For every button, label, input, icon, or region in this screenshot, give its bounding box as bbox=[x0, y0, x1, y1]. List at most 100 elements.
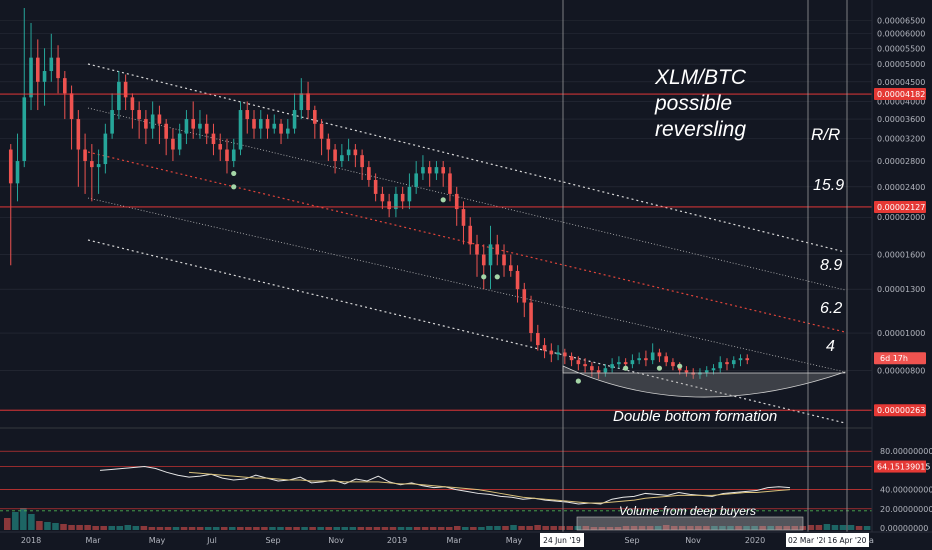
candle-body bbox=[542, 345, 547, 351]
volume-bar bbox=[309, 527, 316, 530]
volume-bar bbox=[365, 527, 373, 530]
price-tick-label: 0.00001300 bbox=[877, 285, 925, 294]
candle-body bbox=[610, 364, 614, 369]
candle-body bbox=[691, 372, 696, 375]
volume-bar bbox=[180, 527, 188, 530]
volume-bar bbox=[550, 526, 557, 530]
volume-bar bbox=[574, 526, 582, 530]
candle-body bbox=[630, 360, 635, 365]
volume-bar bbox=[454, 526, 461, 530]
candle-body bbox=[644, 358, 648, 361]
rsi-ma-line bbox=[188, 471, 791, 504]
candle-body bbox=[63, 78, 67, 94]
volume-bar bbox=[68, 525, 75, 530]
volume-bar bbox=[116, 526, 124, 530]
candle-body bbox=[367, 167, 371, 180]
candle-body bbox=[434, 167, 439, 174]
volume-bars bbox=[4, 508, 903, 531]
candle-body bbox=[387, 201, 391, 210]
volume-bar bbox=[261, 527, 268, 530]
candle-body bbox=[522, 289, 527, 303]
candle-body bbox=[623, 362, 628, 365]
title-line-2: possible bbox=[654, 92, 732, 115]
volume-bar bbox=[100, 526, 107, 530]
candle-body bbox=[69, 93, 74, 120]
candle-body bbox=[29, 57, 33, 98]
rsi-tag bbox=[874, 460, 926, 473]
candle-body bbox=[657, 352, 662, 357]
candle-body bbox=[137, 110, 141, 120]
volume-highlight bbox=[576, 516, 804, 531]
volume-bar bbox=[28, 514, 35, 530]
volume-bar bbox=[132, 526, 140, 530]
volume-bar bbox=[679, 526, 686, 530]
candle-body bbox=[225, 149, 229, 162]
volume-bar bbox=[269, 527, 276, 530]
volume-bar bbox=[703, 526, 710, 530]
volume-bar bbox=[341, 527, 349, 530]
candle-body bbox=[427, 167, 432, 174]
time-axis: 2018MarMayJulSepNov2019MarMaySepNov2020M… bbox=[0, 531, 932, 550]
candle-body bbox=[373, 179, 378, 194]
volume-bar bbox=[301, 527, 308, 530]
candle-body bbox=[90, 161, 94, 168]
volume-bar bbox=[590, 527, 598, 530]
volume-bar bbox=[277, 527, 284, 530]
candle-body bbox=[279, 123, 283, 134]
volume-bar bbox=[156, 527, 164, 530]
volume-bar bbox=[654, 526, 662, 530]
price-tag bbox=[874, 200, 926, 213]
volume-bar bbox=[687, 526, 694, 530]
volume-bar bbox=[815, 525, 823, 530]
volume-bar bbox=[381, 527, 389, 530]
volume-bar bbox=[148, 527, 156, 530]
volume-bar bbox=[502, 526, 509, 530]
volume-note: Volume from deep buyers bbox=[619, 504, 756, 518]
volume-bar bbox=[36, 521, 43, 530]
candle-body bbox=[454, 193, 459, 210]
signal-dot bbox=[494, 274, 500, 280]
volume-bar bbox=[462, 527, 469, 530]
price-tick-label: 0.00003600 bbox=[877, 115, 925, 124]
rr-value-3: 6.2 bbox=[820, 300, 842, 317]
candle-body bbox=[150, 114, 155, 129]
volume-bar bbox=[44, 522, 51, 530]
candle-body bbox=[117, 81, 121, 111]
overlay bbox=[0, 0, 872, 532]
volume-bar bbox=[646, 526, 654, 530]
volume-bar bbox=[662, 525, 670, 530]
candle-body bbox=[664, 356, 668, 363]
time-axis-bg bbox=[0, 532, 932, 550]
candle-body bbox=[76, 119, 81, 150]
price-tick-label: 0.00006000 bbox=[877, 30, 925, 39]
volume-bar bbox=[196, 527, 204, 530]
price-tag-label: 0.00002127 bbox=[877, 203, 925, 212]
signal-dot bbox=[481, 274, 487, 280]
candle-body bbox=[441, 167, 446, 174]
candle-body bbox=[583, 364, 587, 367]
volume-bar bbox=[108, 526, 115, 530]
rsi-tag-label: 64.15139015 bbox=[877, 463, 930, 472]
price-tick-label: 0.00001600 bbox=[877, 251, 925, 260]
volume-bar bbox=[839, 525, 847, 530]
candle-body bbox=[475, 244, 479, 255]
candle-body bbox=[319, 123, 324, 139]
volume-bar bbox=[791, 526, 799, 530]
volume-bar bbox=[397, 527, 405, 530]
volume-bar bbox=[253, 527, 260, 530]
volume-bar bbox=[847, 525, 855, 530]
candle-body bbox=[468, 225, 473, 245]
volume-bar bbox=[807, 525, 815, 530]
candle-body bbox=[103, 133, 108, 165]
time-marker bbox=[786, 533, 830, 547]
volume-bar bbox=[4, 518, 11, 530]
price-tag bbox=[874, 404, 926, 417]
volume-bar bbox=[526, 526, 533, 530]
candle-body bbox=[198, 123, 202, 129]
volume-bar bbox=[357, 527, 365, 530]
volume-bar bbox=[220, 527, 228, 530]
volume-bar bbox=[285, 527, 292, 530]
signal-dot bbox=[231, 170, 237, 177]
candle-body bbox=[508, 265, 513, 271]
candle-body bbox=[414, 173, 418, 187]
